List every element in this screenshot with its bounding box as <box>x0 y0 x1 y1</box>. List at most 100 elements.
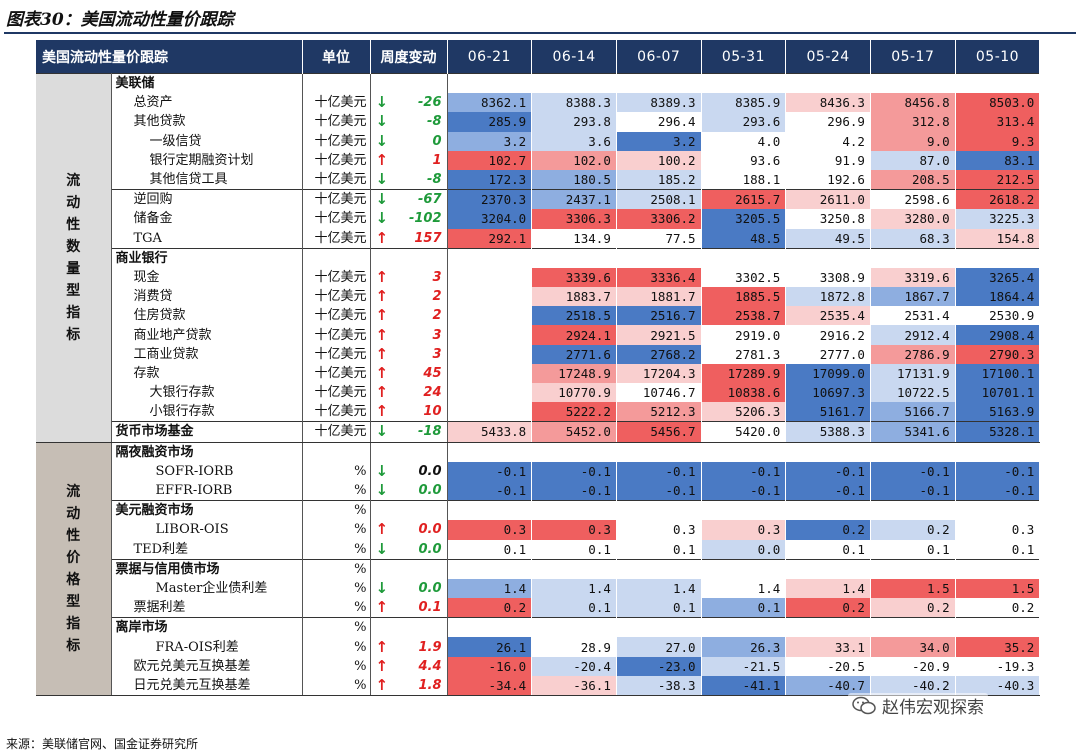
value-cell: -0.1 <box>616 461 702 481</box>
value-cell <box>785 247 871 268</box>
value-cell <box>531 500 617 521</box>
value-cell: 27.0 <box>616 637 702 657</box>
value-cell: 5433.8 <box>447 421 533 443</box>
value-cell: -0.1 <box>785 480 871 501</box>
arrow-down-icon: ↓ <box>375 170 389 189</box>
indicator-name: Master企业债利差 <box>111 578 303 599</box>
value-cell: 312.8 <box>870 112 956 132</box>
value-cell <box>531 247 617 268</box>
value-cell: -0.1 <box>531 461 617 481</box>
value-cell: 102.7 <box>447 150 533 170</box>
value-cell: 77.5 <box>616 228 702 249</box>
value-cell: 0.3 <box>955 520 1041 540</box>
indicator-name: TGA <box>111 228 303 249</box>
value-cell: 1.4 <box>701 578 787 599</box>
value-cell <box>955 558 1041 579</box>
value-cell <box>701 442 787 462</box>
table-row: 日元兑美元互换基差% ↑ 1.8 -34.4 -36.1 -38.3 -41.1 -40.7-… <box>36 675 1041 696</box>
table-row: EFFR-IORB% ↓ 0.0 -0.1 -0.1 -0.1 -0.1 -0.1 -0.1 -0… <box>36 480 1041 501</box>
table-row: 流动性价格型指标 隔夜融资市场 <box>36 441 1041 697</box>
value-cell: 134.9 <box>531 228 617 249</box>
indicator-name: 逆回购 <box>111 189 303 210</box>
indicator-name: 一级信贷 <box>111 131 303 151</box>
value-cell: 208.5 <box>870 169 956 190</box>
value-cell <box>447 383 533 403</box>
value-cell: 0.1 <box>447 539 533 560</box>
weekly-change <box>393 73 448 94</box>
value-cell: 3250.8 <box>785 209 871 229</box>
value-cell: 3265.4 <box>955 267 1041 288</box>
value-cell <box>531 442 617 462</box>
value-cell: 0.1 <box>616 539 702 560</box>
indicator-name: TED利差 <box>111 539 303 560</box>
value-cell: 2437.1 <box>531 189 617 210</box>
value-cell: 5388.3 <box>785 421 871 443</box>
value-cell: 2786.9 <box>870 344 956 364</box>
unit-cell: % <box>302 539 371 560</box>
arrow-up-icon: ↑ <box>375 383 389 402</box>
value-cell: 2924.1 <box>531 325 617 345</box>
value-cell <box>447 287 533 307</box>
watermark-text: 赵伟宏观探索 <box>882 698 984 718</box>
value-cell: 1.4 <box>616 578 702 599</box>
arrow-down-icon: ↓ <box>375 93 389 112</box>
value-cell <box>955 442 1041 462</box>
header-date: 06-14 <box>531 40 617 74</box>
value-cell <box>447 500 533 521</box>
value-cell: -23.0 <box>616 656 702 676</box>
value-cell: 292.1 <box>447 228 533 249</box>
value-cell: 313.4 <box>955 112 1041 132</box>
value-cell: 5341.6 <box>870 421 956 443</box>
value-cell: 0.1 <box>616 598 702 618</box>
value-cell: 8385.9 <box>701 93 787 113</box>
value-cell: 0.2 <box>870 520 956 540</box>
header-date: 05-17 <box>870 40 956 74</box>
value-cell <box>870 500 956 521</box>
value-cell: 5161.7 <box>785 402 871 422</box>
watermark: 赵伟宏观探索 <box>848 693 988 718</box>
value-cell <box>870 442 956 462</box>
value-cell: 0.1 <box>870 539 956 560</box>
value-cell: 4.0 <box>701 131 787 151</box>
value-cell: 1885.5 <box>701 287 787 307</box>
value-cell: 0.1 <box>531 598 617 618</box>
table-row: 工商业贷款 十亿美元 ↑ 3 2771.6 2768.2 2781.3 2777.0 2786.… <box>36 344 1041 364</box>
value-cell: 293.8 <box>531 112 617 132</box>
value-cell: 1.4 <box>447 578 533 599</box>
weekly-change: 0.0 <box>393 578 448 599</box>
value-cell <box>870 558 956 579</box>
arrow-cell <box>370 617 393 638</box>
value-cell: 172.3 <box>447 169 533 190</box>
table-row: 住房贷款 十亿美元 ↑ 2 2518.5 2516.7 2538.7 2535.4 2531.4… <box>36 306 1041 326</box>
arrow-down-icon: ↓ <box>375 209 389 228</box>
unit-cell: 十亿美元 <box>302 112 371 132</box>
unit-cell: 十亿美元 <box>302 383 371 403</box>
value-cell <box>785 500 871 521</box>
arrow-up-icon: ↑ <box>375 402 389 421</box>
value-cell: 2781.3 <box>701 344 787 364</box>
indicator-name: 存款 <box>111 363 303 383</box>
value-cell: -0.1 <box>785 461 871 481</box>
table-body: 流动性数量型指标 美联储 总资产 十亿美元 ↓ -26 8362.1 8388.3 8389.3… <box>36 73 1041 697</box>
indicator-name: 日元兑美元互换基差 <box>111 675 303 696</box>
value-cell: 91.9 <box>785 150 871 170</box>
value-cell: 2912.4 <box>870 325 956 345</box>
value-cell <box>447 402 533 422</box>
value-cell: 185.2 <box>616 169 702 190</box>
table-row: Master企业债利差% ↓ 0.0 1.4 1.4 1.4 1.4 1.4 1.5 1.5 <box>36 578 1041 599</box>
weekly-change: 0.0 <box>393 480 448 501</box>
weekly-change: 157 <box>393 228 448 249</box>
unit-cell: % <box>302 461 371 481</box>
table-row: SOFR-IORB% ↓ 0.0 -0.1 -0.1 -0.1 -0.1 -0.1 -0.1 -0… <box>36 461 1041 481</box>
value-cell: -34.4 <box>447 675 533 696</box>
value-cell: 2535.4 <box>785 306 871 326</box>
value-cell: 1867.7 <box>870 287 956 307</box>
value-cell: -0.1 <box>447 480 533 501</box>
value-cell: 0.3 <box>701 520 787 540</box>
table-row: 商业地产贷款 十亿美元 ↑ 3 2924.1 2921.5 2919.0 2916.2 2912… <box>36 325 1041 345</box>
weekly-change: 0 <box>393 131 448 151</box>
value-cell <box>447 306 533 326</box>
table-row: 大银行存款 十亿美元 ↑ 24 10770.9 10746.7 10838.6 10697.3… <box>36 383 1041 403</box>
unit-cell: 十亿美元 <box>302 402 371 422</box>
value-cell: 17289.9 <box>701 363 787 383</box>
